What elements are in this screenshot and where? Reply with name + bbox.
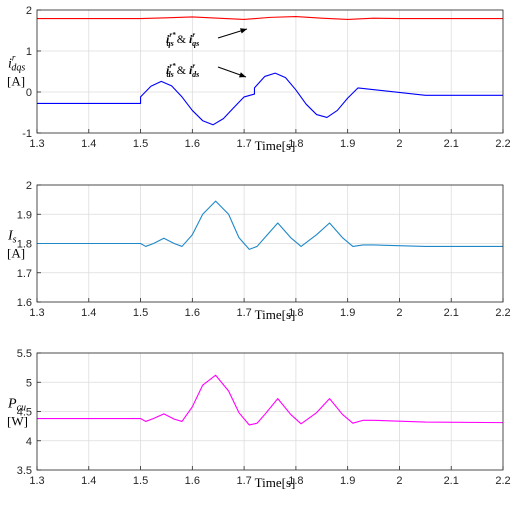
arrow-head-icon	[240, 28, 247, 34]
y-axis-label: Pcu	[7, 397, 26, 414]
x-tick-label: 1.5	[133, 307, 148, 319]
x-axis-label: Time[s]	[255, 475, 296, 490]
chart-panel-1: 1.3 1.4 1.5 1.6 1.7 1.8 1.9 2 2.1 2.2 -1 0 1 2 Time[s]…	[7, 5, 511, 153]
x-tick-label: 2.2	[495, 475, 510, 487]
series-line-1	[37, 374, 504, 426]
y-axis-unit: [A]	[7, 74, 25, 89]
axes-frame	[36, 9, 504, 134]
x-axis-label: Time[s]	[255, 138, 296, 153]
series-line-1	[37, 16, 503, 20]
x-tick-label: 1.6	[185, 475, 200, 487]
x-tick-label: 1.6	[185, 138, 200, 150]
y-tick-label: 5	[26, 377, 32, 389]
y-axis-label: Is	[7, 229, 17, 246]
y-tick-label: 1.6	[17, 297, 32, 309]
x-axis-label: Time[s]	[255, 307, 296, 322]
plot-area	[37, 10, 503, 133]
y-axis-label: ir dqs	[8, 53, 25, 74]
x-tick-label: 1.3	[29, 475, 44, 487]
arrow-head-icon	[239, 72, 246, 78]
annotation-label-2: ir* ds & ir ds	[166, 62, 199, 79]
y-tick-label: 1	[26, 46, 32, 58]
x-tick-label: 2.2	[495, 138, 510, 150]
x-tick-label: 1.7	[236, 475, 251, 487]
x-tick-label: 1.9	[340, 307, 355, 319]
x-tick-label: 1.5	[133, 138, 148, 150]
x-tick-label: 2.2	[495, 307, 510, 319]
y-tick-label: 4	[26, 436, 32, 448]
x-tick-label: 1.8	[288, 475, 303, 487]
annotation-label-1: ir* qs & ir qs	[166, 31, 199, 48]
x-tick-label: 2.1	[444, 307, 459, 319]
x-tick-label: 1.3	[29, 307, 44, 319]
x-tick-label: 1.6	[185, 307, 200, 319]
y-tick-label: 2	[26, 180, 32, 192]
x-tick-label: 2.1	[444, 138, 459, 150]
x-tick-label: 1.7	[236, 138, 251, 150]
y-tick-label: 1.7	[17, 268, 32, 280]
x-tick-label: 2	[396, 475, 402, 487]
y-tick-label: -1	[22, 128, 32, 140]
x-tick-label: 2.1	[444, 475, 459, 487]
series-line-2	[37, 72, 503, 126]
x-tick-label: 1.8	[288, 307, 303, 319]
series-line-1	[37, 200, 503, 250]
y-axis-unit: [A]	[7, 246, 25, 261]
y-axis-unit: [W]	[7, 414, 28, 429]
x-tick-label: 1.9	[340, 475, 355, 487]
x-tick-label: 1.4	[81, 138, 96, 150]
chart-panel-3: 1.3 1.4 1.5 1.6 1.7 1.8 1.9 2 2.1 2.2 3.5 4 4.5 5 5.5 T…	[7, 348, 511, 490]
chart-panel-2: 1.3 1.4 1.5 1.6 1.7 1.8 1.9 2 2.1 2.2 1.6 1.7 1.8 1.9…	[7, 180, 511, 322]
axes-frame	[36, 184, 504, 303]
axes-frame	[36, 352, 504, 471]
y-tick-label: 1.9	[17, 209, 32, 221]
x-tick-label: 1.9	[340, 138, 355, 150]
y-tick-label: 1.8	[17, 239, 32, 251]
y-tick-label: 4.5	[17, 407, 32, 419]
y-tick-label: 0	[26, 87, 32, 99]
x-tick-label: 1.8	[288, 138, 303, 150]
y-tick-label: 3.5	[17, 465, 32, 477]
x-tick-label: 1.3	[29, 138, 44, 150]
x-tick-label: 1.4	[81, 307, 96, 319]
x-tick-label: 2	[396, 307, 402, 319]
x-tick-label: 2	[396, 138, 402, 150]
y-tick-label: 5.5	[17, 348, 32, 360]
x-tick-label: 1.4	[81, 475, 96, 487]
x-tick-label: 1.5	[133, 475, 148, 487]
x-tick-label: 1.7	[236, 307, 251, 319]
y-tick-label: 2	[26, 5, 32, 17]
